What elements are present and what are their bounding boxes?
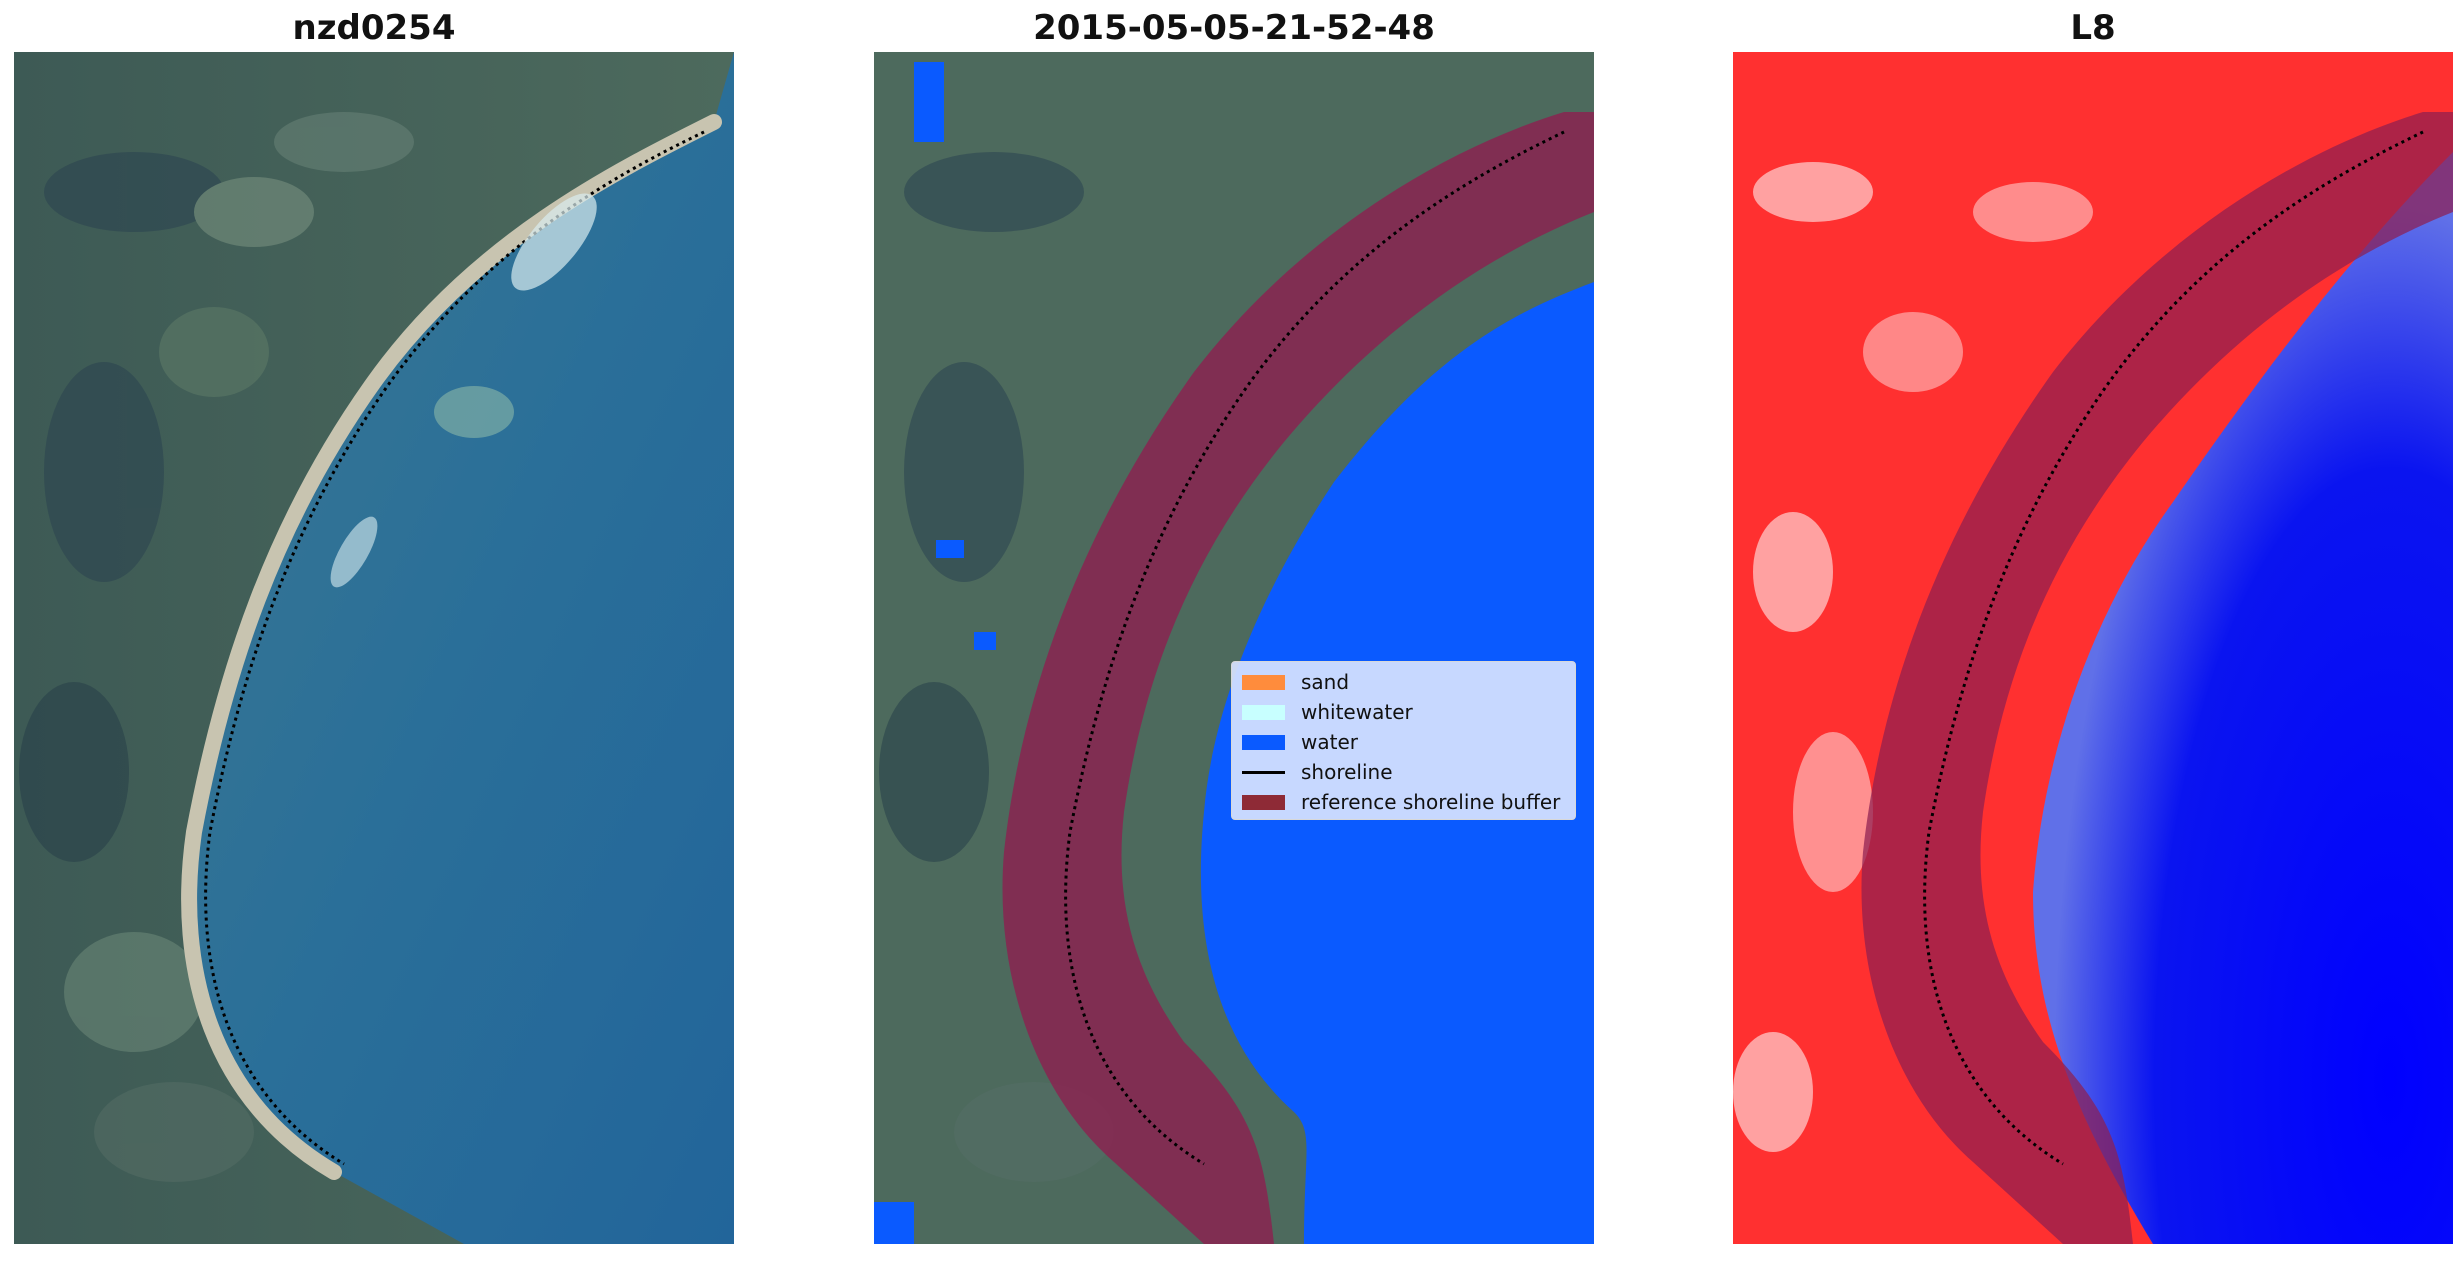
classified-image xyxy=(874,52,1594,1244)
legend-swatch xyxy=(1242,704,1285,720)
legend-item-buffer: reference shoreline buffer xyxy=(1242,787,1565,817)
legend-item-shoreline: shoreline xyxy=(1242,757,1565,787)
legend-item-sand: sand xyxy=(1242,667,1565,697)
legend-item-whitewater: whitewater xyxy=(1242,697,1565,727)
index-image xyxy=(1733,52,2453,1244)
legend-label: shoreline xyxy=(1301,760,1393,784)
panel-title: nzd0254 xyxy=(292,8,456,48)
legend-label: reference shoreline buffer xyxy=(1301,790,1561,814)
legend-label: whitewater xyxy=(1301,700,1413,724)
legend-swatch xyxy=(1242,794,1285,810)
panel-rgb: nzd0254 xyxy=(14,0,734,1265)
panel-title: 2015-05-05-21-52-48 xyxy=(1033,8,1435,48)
legend-label: water xyxy=(1301,730,1358,754)
panel-title: L8 xyxy=(2070,8,2116,48)
legend-line xyxy=(1242,770,1285,774)
legend: sand whitewater water shoreline referenc… xyxy=(1231,661,1576,820)
panel-classification: 2015-05-05-21-52-48 xyxy=(874,0,1594,1265)
legend-swatch xyxy=(1242,674,1285,690)
legend-swatch xyxy=(1242,734,1285,750)
legend-item-water: water xyxy=(1242,727,1565,757)
legend-label: sand xyxy=(1301,670,1350,694)
rgb-satellite-image xyxy=(14,52,734,1244)
panel-index: L8 xyxy=(1733,0,2453,1265)
